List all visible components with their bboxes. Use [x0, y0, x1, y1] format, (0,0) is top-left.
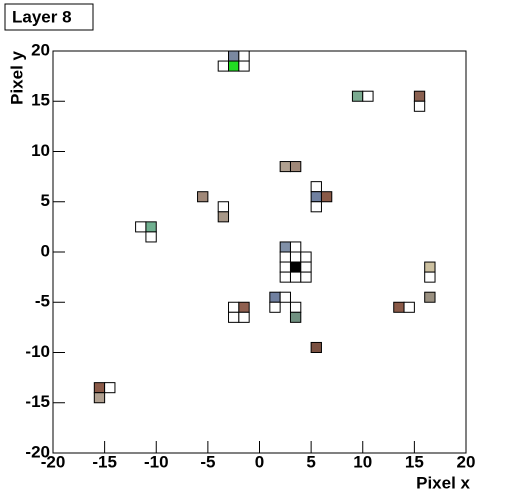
- cell: [279, 271, 291, 283]
- cell: [238, 311, 250, 323]
- title-box: [4, 3, 94, 31]
- cell: [135, 221, 147, 233]
- cell: [93, 392, 106, 404]
- x-tick-label: -10: [144, 452, 169, 471]
- cell: [279, 251, 291, 263]
- cell: [279, 161, 291, 173]
- cell: [279, 261, 291, 273]
- cell: [300, 251, 312, 263]
- cell: [413, 90, 426, 102]
- cell: [289, 271, 302, 283]
- cell: [289, 301, 302, 313]
- cell: [424, 271, 436, 283]
- cell: [145, 231, 157, 243]
- cell: [228, 50, 240, 62]
- x-tick-label: -15: [92, 452, 117, 471]
- cell: [289, 261, 302, 273]
- cell: [403, 301, 415, 313]
- cell: [269, 301, 281, 313]
- cell: [289, 251, 302, 263]
- cell: [104, 382, 116, 394]
- cell: [217, 211, 230, 223]
- cell: [228, 60, 240, 72]
- y-tick-label: 15: [31, 91, 50, 110]
- y-tick-label: 20: [31, 40, 50, 59]
- cell: [217, 60, 230, 72]
- cell: [310, 201, 322, 213]
- cell: [320, 191, 333, 203]
- x-tick-label: -20: [41, 452, 66, 471]
- y-tick-label: 10: [31, 141, 50, 160]
- y-tick-label: -20: [25, 442, 50, 461]
- x-tick-label: 5: [306, 452, 315, 471]
- y-tick-label: 5: [41, 191, 50, 210]
- cell: [238, 60, 250, 72]
- x-tick-label: 20: [457, 452, 476, 471]
- cell: [289, 161, 302, 173]
- cell: [145, 221, 157, 233]
- cell: [238, 301, 250, 313]
- cell: [228, 311, 240, 323]
- cell: [300, 271, 312, 283]
- cell: [197, 191, 209, 203]
- cell: [279, 291, 291, 303]
- cell: [424, 261, 436, 273]
- y-axis-label: Pixel y: [7, 50, 26, 104]
- cell: [424, 291, 436, 303]
- cell: [300, 261, 312, 273]
- x-tick-label: 15: [405, 452, 424, 471]
- cell: [269, 291, 281, 303]
- x-tick-label: 0: [255, 452, 264, 471]
- chart-title: Layer 8: [12, 7, 72, 26]
- y-tick-label: -10: [25, 342, 50, 361]
- cell: [362, 90, 374, 102]
- cell: [351, 90, 364, 102]
- y-tick-label: -15: [25, 392, 50, 411]
- y-tick-label: 0: [41, 241, 50, 260]
- cell: [393, 301, 405, 313]
- cell: [310, 181, 322, 193]
- x-tick-label: -5: [200, 452, 215, 471]
- cell: [289, 311, 302, 323]
- cell: [289, 241, 302, 253]
- cell: [413, 100, 426, 112]
- cell: [238, 50, 250, 62]
- cell: [279, 241, 291, 253]
- cell: [93, 382, 106, 394]
- cell: [217, 201, 230, 213]
- cell: [228, 301, 240, 313]
- cell: [310, 341, 322, 354]
- cell: [310, 191, 322, 203]
- y-tick-label: -5: [35, 292, 50, 311]
- x-tick-label: 10: [353, 452, 372, 471]
- x-axis-label: Pixel x: [416, 473, 470, 492]
